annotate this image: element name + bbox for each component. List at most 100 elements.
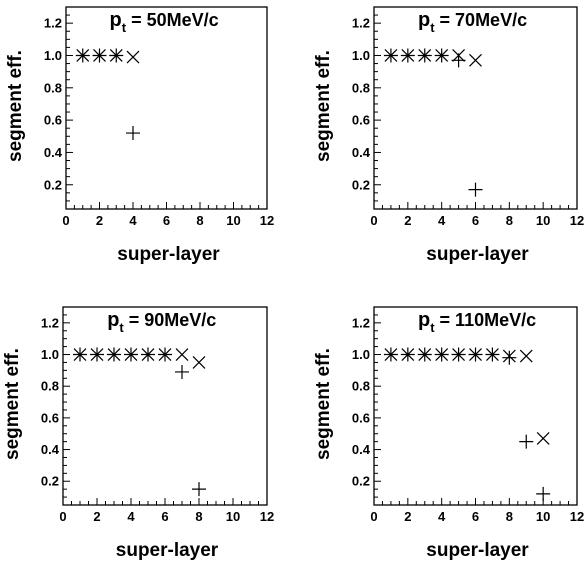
y-tick-label: 0.4 xyxy=(44,145,63,160)
plus-marker xyxy=(468,182,483,197)
plus-marker xyxy=(502,350,517,365)
cross-marker xyxy=(126,50,140,64)
cross-marker xyxy=(418,49,432,62)
y-tick-label: 1.2 xyxy=(41,315,59,330)
cross-marker xyxy=(93,49,106,62)
y-tick-label: 0.8 xyxy=(352,379,370,394)
cross-marker xyxy=(401,348,415,361)
title-symbol: p xyxy=(107,309,119,331)
cross-marker xyxy=(502,349,516,363)
y-axis-label: segment eff. xyxy=(313,348,334,460)
x-tick-label: 8 xyxy=(195,509,202,524)
x-tick-label: 6 xyxy=(161,509,168,524)
title-momentum: = 110MeV/c xyxy=(435,310,537,330)
panel-title: pt = 50MeV/c xyxy=(110,9,219,35)
y-axis-label: segment eff. xyxy=(5,50,26,162)
title-momentum: = 70MeV/c xyxy=(435,10,528,30)
x-tick-label: 12 xyxy=(570,213,584,228)
x-tick-label: 2 xyxy=(93,509,100,524)
x-tick-label: 4 xyxy=(438,509,446,524)
cross-marker xyxy=(452,348,466,361)
y-tick-label: 0.6 xyxy=(41,410,59,425)
y-tick-label: 0.4 xyxy=(41,442,60,457)
cross-marker xyxy=(401,49,415,62)
y-tick-label: 1.0 xyxy=(352,347,370,362)
y-tick-label: 0.4 xyxy=(352,442,371,457)
y-tick-label: 1.0 xyxy=(44,48,62,63)
x-axis-label: super-layer xyxy=(116,540,219,561)
x-tick-label: 12 xyxy=(260,213,274,228)
x-tick-label: 6 xyxy=(472,213,479,228)
y-tick-label: 1.2 xyxy=(352,315,370,330)
chart-panel-1: 0 2 4 6 8 10 12 0.2 0.4 0.6 0.8 1.0 1.2 super-layer se… xyxy=(5,6,274,265)
title-momentum: = 90MeV/c xyxy=(124,310,217,330)
cross-marker xyxy=(384,49,398,62)
x-tick-label: 8 xyxy=(506,509,513,524)
x-axis-label: super-layer xyxy=(426,540,529,561)
y-tick-label: 0.4 xyxy=(352,145,371,160)
x-tick-label: 2 xyxy=(96,213,103,228)
plus-marker xyxy=(192,482,206,497)
x-tick-label: 4 xyxy=(438,213,446,228)
cross-marker xyxy=(107,348,121,361)
title-symbol: p xyxy=(418,309,430,331)
x-tick-label: 12 xyxy=(570,509,584,524)
chart-panel-2: 0 2 4 6 8 10 12 0.2 0.4 0.6 0.8 1.0 1.2 super-layer se… xyxy=(313,6,584,265)
panel-title: pt = 90MeV/c xyxy=(107,309,216,335)
y-tick-label: 0.8 xyxy=(44,80,62,95)
x-tick-label: 4 xyxy=(129,213,137,228)
x-tick-label: 10 xyxy=(226,213,240,228)
cross-marker xyxy=(418,348,432,361)
y-tick-label: 1.0 xyxy=(41,347,59,362)
plot-frame xyxy=(62,306,268,506)
y-tick-label: 0.2 xyxy=(352,474,370,489)
cross-marker xyxy=(124,348,138,361)
cross-marker xyxy=(73,348,87,361)
cross-marker xyxy=(519,349,533,363)
plot-frame xyxy=(65,6,268,210)
x-tick-label: 0 xyxy=(370,509,377,524)
cross-marker xyxy=(109,49,123,62)
y-tick-label: 0.2 xyxy=(352,177,370,192)
cross-marker xyxy=(175,348,189,361)
cross-marker xyxy=(536,432,550,445)
x-tick-label: 0 xyxy=(62,213,69,228)
y-tick-label: 0.8 xyxy=(352,80,370,95)
x-tick-label: 10 xyxy=(226,509,240,524)
cross-marker xyxy=(76,49,90,62)
cross-marker xyxy=(469,53,482,67)
title-subscript: t xyxy=(119,320,124,335)
plot-frame xyxy=(373,306,578,506)
title-momentum: = 50MeV/c xyxy=(126,10,219,30)
y-tick-label: 0.2 xyxy=(44,177,62,192)
cross-marker xyxy=(192,356,206,369)
plot-frame xyxy=(373,6,578,210)
cross-marker xyxy=(141,348,155,361)
title-symbol: p xyxy=(110,9,122,31)
panel-title: pt = 70MeV/c xyxy=(418,9,527,35)
x-axis-label: super-layer xyxy=(426,244,529,265)
cross-marker xyxy=(158,348,172,361)
x-tick-label: 2 xyxy=(404,213,411,228)
y-tick-label: 0.6 xyxy=(352,410,370,425)
title-subscript: t xyxy=(430,320,435,335)
y-tick-label: 0.6 xyxy=(352,113,370,128)
y-tick-label: 0.6 xyxy=(44,113,62,128)
y-axis-label: segment eff. xyxy=(2,348,23,460)
title-subscript: t xyxy=(430,20,435,35)
title-subscript: t xyxy=(122,20,127,35)
x-tick-label: 8 xyxy=(196,213,203,228)
x-tick-label: 6 xyxy=(472,509,479,524)
y-tick-label: 1.2 xyxy=(352,16,370,31)
y-tick-label: 0.2 xyxy=(41,474,59,489)
plus-marker xyxy=(536,486,551,501)
x-tick-label: 12 xyxy=(260,509,274,524)
x-tick-label: 8 xyxy=(506,213,513,228)
y-axis-label: segment eff. xyxy=(313,50,334,162)
cross-marker xyxy=(384,348,398,361)
x-axis-label: super-layer xyxy=(117,244,220,265)
x-tick-label: 10 xyxy=(536,509,550,524)
cross-marker xyxy=(452,49,466,62)
cross-marker xyxy=(469,348,482,361)
